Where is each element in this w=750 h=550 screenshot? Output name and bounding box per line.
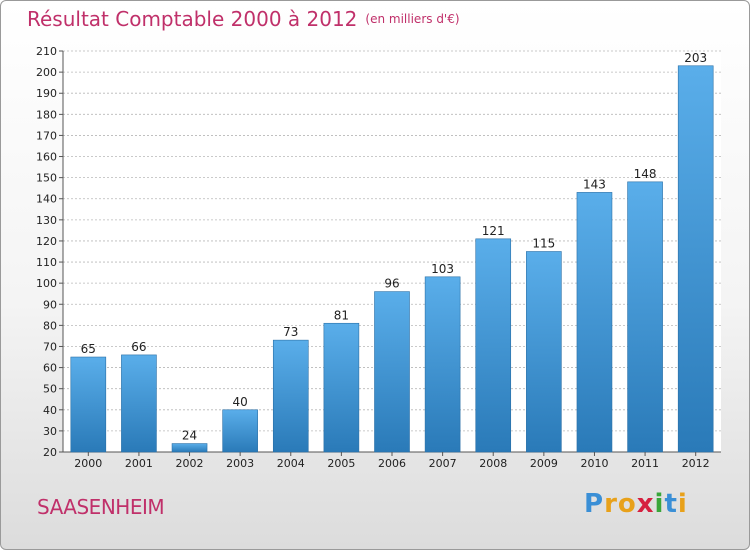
y-tick-label: 130 xyxy=(36,214,57,227)
town-name: SAASENHEIM xyxy=(37,495,165,519)
data-label-2009: 115 xyxy=(532,237,555,251)
data-label-2010: 143 xyxy=(583,177,606,191)
y-tick-label: 170 xyxy=(36,129,57,142)
bar-2000 xyxy=(70,356,107,453)
bar-2006 xyxy=(374,291,410,453)
y-tick-label: 120 xyxy=(36,235,57,248)
logo-letter: P xyxy=(584,489,605,519)
x-tick-label-2012: 2012 xyxy=(682,457,710,470)
y-tick-label: 200 xyxy=(36,66,57,79)
data-label-2001: 66 xyxy=(131,340,146,354)
data-label-2003: 40 xyxy=(233,395,248,409)
bar-2012 xyxy=(677,65,714,453)
data-label-2012: 203 xyxy=(684,51,707,65)
bar-2007 xyxy=(424,276,461,453)
logo-letter: t xyxy=(664,489,678,519)
logo-letter: i xyxy=(654,489,665,519)
data-label-2005: 81 xyxy=(334,308,349,322)
bar-2005 xyxy=(323,322,360,453)
data-label-2000: 65 xyxy=(81,342,96,356)
y-tick-label: 80 xyxy=(43,319,57,332)
y-tick-label: 210 xyxy=(36,45,57,58)
bar-2004 xyxy=(272,339,309,453)
data-label-2004: 73 xyxy=(283,325,298,339)
x-tick-label-2008: 2008 xyxy=(479,457,507,470)
logo-letter: x xyxy=(636,489,655,519)
chart-title-text: Résultat Comptable 2000 à 2012 xyxy=(27,7,358,31)
x-tick-label-2001: 2001 xyxy=(125,457,153,470)
y-tick-label: 140 xyxy=(36,193,57,206)
x-tick-label-2000: 2000 xyxy=(74,457,102,470)
chart-subtitle: (en milliers d'€) xyxy=(365,12,460,26)
bar-2008 xyxy=(475,238,512,453)
x-tick-label-2003: 2003 xyxy=(226,457,254,470)
y-tick-label: 190 xyxy=(36,87,57,100)
bar-2010 xyxy=(576,192,613,453)
y-tick-label: 150 xyxy=(36,172,57,185)
x-tick-label-2007: 2007 xyxy=(429,457,457,470)
proxiti-logo: Proxiti xyxy=(584,489,688,519)
y-tick-label: 60 xyxy=(43,362,57,375)
y-tick-label: 20 xyxy=(43,446,57,459)
y-tick-label: 110 xyxy=(36,256,57,269)
data-label-2006: 96 xyxy=(384,277,399,291)
logo-letter: r xyxy=(604,489,618,519)
logo-letter: o xyxy=(617,489,637,519)
y-tick-label: 40 xyxy=(43,404,57,417)
x-tick-label-2002: 2002 xyxy=(176,457,204,470)
data-label-2007: 103 xyxy=(431,262,454,276)
y-tick-label: 70 xyxy=(43,340,57,353)
bar-2011 xyxy=(627,181,663,453)
bar-2001 xyxy=(121,354,157,453)
data-label-2011: 148 xyxy=(634,167,657,181)
data-label-2008: 121 xyxy=(482,224,505,238)
x-tick-label-2011: 2011 xyxy=(631,457,659,470)
x-tick-label-2005: 2005 xyxy=(327,457,355,470)
chart-title: Résultat Comptable 2000 à 2012 (en millie… xyxy=(27,7,460,31)
y-tick-label: 30 xyxy=(43,425,57,438)
data-label-2002: 24 xyxy=(182,429,197,443)
bar-2003 xyxy=(222,409,258,453)
logo-letter: i xyxy=(677,489,688,519)
x-tick-label-2006: 2006 xyxy=(378,457,406,470)
bar-2009 xyxy=(526,251,562,453)
y-tick-label: 90 xyxy=(43,298,57,311)
x-tick-label-2009: 2009 xyxy=(530,457,558,470)
y-tick-label: 100 xyxy=(36,277,57,290)
x-tick-label-2004: 2004 xyxy=(277,457,305,470)
x-tick-label-2010: 2010 xyxy=(580,457,608,470)
bar-2002 xyxy=(171,443,208,453)
y-tick-label: 50 xyxy=(43,383,57,396)
y-tick-label: 180 xyxy=(36,108,57,121)
y-tick-label: 160 xyxy=(36,151,57,164)
